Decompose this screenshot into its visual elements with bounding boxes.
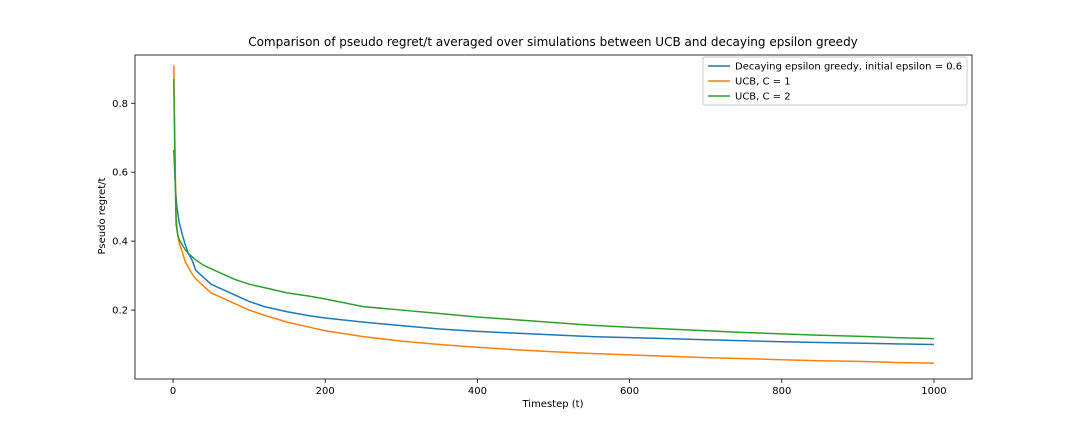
- y-tick-label: 0.4: [112, 237, 128, 248]
- x-tick-label: 400: [468, 386, 487, 397]
- y-tick-label: 0.2: [112, 306, 128, 317]
- y-tick-label: 0.8: [112, 99, 128, 110]
- y-tick-label: 0.6: [112, 168, 128, 179]
- x-axis: 0 200 400 600 800 1000: [170, 379, 947, 397]
- y-axis-label: Pseudo regret/t: [97, 178, 108, 255]
- x-tick-label: 1000: [921, 386, 946, 397]
- series-line-2: [173, 65, 934, 364]
- legend-label: Decaying epsilon greedy, initial epsilon…: [735, 62, 962, 73]
- legend-label: UCB, C = 2: [735, 92, 791, 103]
- legend-box: [702, 56, 968, 106]
- plot-frame: [134, 54, 973, 380]
- x-tick-label: 600: [620, 386, 639, 397]
- plot-area: [134, 54, 973, 380]
- chart-title: Comparison of pseudo regret/t averaged o…: [248, 35, 858, 49]
- legend: Decaying epsilon greedy, initial epsilon…: [702, 56, 968, 106]
- x-tick-label: 200: [316, 386, 335, 397]
- y-axis: 0.2 0.4 0.6 0.8: [112, 99, 135, 317]
- series-line-3: [173, 79, 934, 340]
- legend-label: UCB, C = 1: [735, 77, 791, 88]
- x-tick-label: 0: [170, 386, 176, 397]
- series-line-1: [173, 149, 934, 346]
- x-axis-label: Timestep (t): [521, 399, 583, 410]
- x-tick-label: 800: [772, 386, 791, 397]
